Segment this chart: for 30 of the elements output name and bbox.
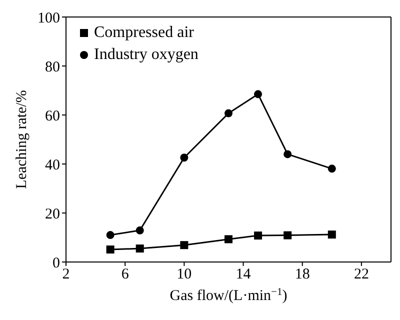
point (224, 109, 232, 118)
x-tick-label: 6 (121, 266, 130, 283)
legend-label: Compressed air (94, 24, 194, 41)
x-tick-label: 14 (236, 266, 252, 283)
point (136, 226, 144, 234)
x-tick-label: 22 (354, 266, 369, 283)
y-tick-label: 0 (52, 255, 60, 272)
point (180, 154, 188, 162)
point (224, 235, 232, 244)
y-tick-label: 80 (45, 59, 60, 76)
x-tick-label: 18 (294, 266, 310, 283)
point (106, 231, 114, 240)
y-tick-label: 60 (45, 108, 60, 124)
point (328, 164, 336, 173)
legend-label: Industry oxygen (94, 46, 198, 63)
x-tick-label: 10 (176, 266, 192, 283)
y-axis-title: Leaching rate/% (14, 90, 30, 189)
y-tick-label: 100 (38, 10, 60, 26)
point (254, 90, 262, 98)
y-tick-label: 20 (45, 206, 60, 222)
point (106, 246, 114, 254)
point (328, 230, 336, 239)
x-axis-title: Gas flow/(L·min$^{−1}$) (170, 286, 288, 304)
point (254, 232, 262, 240)
point (180, 241, 188, 250)
y-tick-label: 40 (45, 157, 60, 174)
point (284, 150, 292, 158)
x-tick-label: 2 (62, 266, 70, 283)
point (136, 244, 144, 253)
point (284, 231, 292, 240)
